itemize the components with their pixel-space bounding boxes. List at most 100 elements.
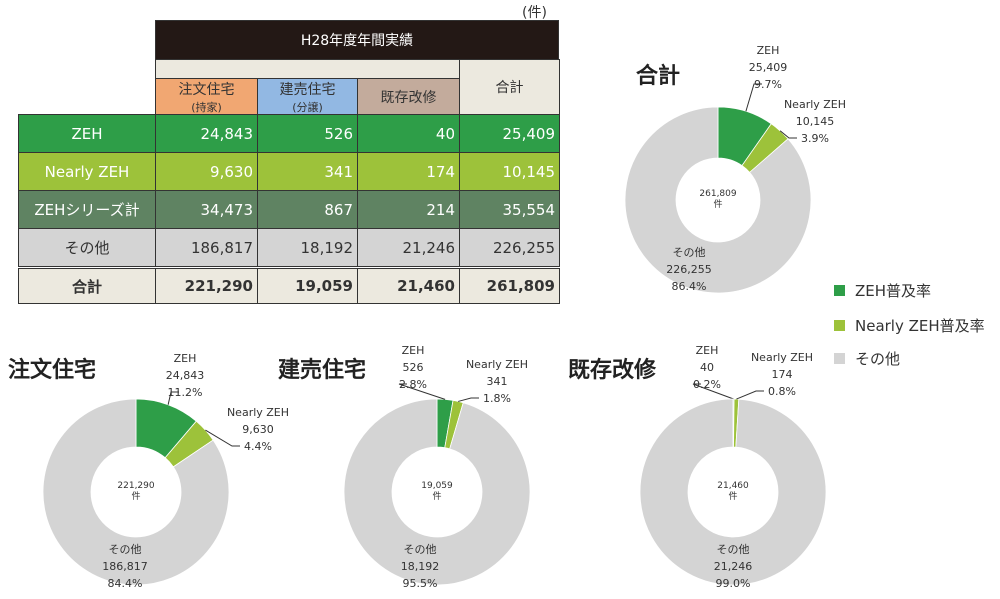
slice-category: Nearly ZEH <box>750 351 814 364</box>
slice-label: ZEH 40 0.2% <box>667 342 747 393</box>
table-cell: 34,473 <box>155 190 258 229</box>
table-cell: 341 <box>257 152 358 191</box>
column-header: 既存改修 <box>357 78 460 115</box>
slice-percent: 84.4% <box>107 577 143 590</box>
row-label: 合計 <box>18 268 156 304</box>
leader-line <box>745 83 762 112</box>
legend-swatch-zeh <box>834 285 845 296</box>
center-total: 221,290 <box>117 481 155 491</box>
leader-line <box>398 383 446 400</box>
slice-label: ZEH 25,409 9.7% <box>728 42 808 93</box>
table-cell: 174 <box>357 152 460 191</box>
slice-category: その他 <box>403 543 437 556</box>
slice-category: ZEH <box>401 344 425 357</box>
center-total: 19,059 <box>421 481 453 491</box>
table-cell: 226,255 <box>459 228 560 267</box>
slice-label: その他 21,246 99.0% <box>693 541 773 592</box>
slice-label: Nearly ZEH 174 0.8% <box>742 349 822 400</box>
slice-label: その他 186,817 84.4% <box>85 541 165 592</box>
table-cell: 214 <box>357 190 460 229</box>
slice-category: その他 <box>672 246 706 259</box>
chart-title: 注文住宅 <box>8 358 97 383</box>
center-unit: 件 <box>131 492 141 502</box>
table-cell: 21,246 <box>357 228 460 267</box>
slice-percent: 4.4% <box>244 440 272 453</box>
slice-value: 40 <box>700 361 714 374</box>
donut-center: 21,460 件 <box>693 481 773 503</box>
table-cell: 186,817 <box>155 228 258 267</box>
donut-slice-other <box>42 398 230 586</box>
leader-line <box>779 130 797 139</box>
legend-other: その他 <box>834 348 900 369</box>
donut-center: 19,059 件 <box>397 481 477 503</box>
slice-label: Nearly ZEH 9,630 4.4% <box>218 404 298 455</box>
slice-value: 174 <box>771 368 793 381</box>
table-cell: 18,192 <box>257 228 358 267</box>
slice-percent: 99.0% <box>715 577 751 590</box>
column-header: 合計 <box>459 59 560 115</box>
table-cell: 261,809 <box>459 268 560 304</box>
slice-label: Nearly ZEH 341 1.8% <box>457 356 537 407</box>
column-sublabel: (分譲) <box>292 100 323 114</box>
slice-category: その他 <box>108 543 142 556</box>
chart-title: 既存改修 <box>568 358 657 383</box>
slice-value: 24,843 <box>165 369 205 382</box>
table-cell: 526 <box>257 114 358 153</box>
slice-category: Nearly ZEH <box>783 98 847 111</box>
slice-percent: 95.5% <box>402 577 438 590</box>
unit-label: (件) <box>522 5 547 21</box>
center-total: 21,460 <box>717 481 749 491</box>
slice-percent: 3.9% <box>801 132 829 145</box>
center-total: 261,809 <box>699 189 737 199</box>
leader-line <box>736 390 764 400</box>
slice-percent: 0.8% <box>768 385 796 398</box>
slice-category: ZEH <box>695 344 719 357</box>
slice-percent: 1.8% <box>483 392 511 405</box>
slice-label: その他 226,255 86.4% <box>649 244 729 295</box>
leader-line <box>458 397 479 402</box>
chart-title-block: 注文住宅 <box>8 352 96 384</box>
donut-center: 221,290 件 <box>96 481 176 503</box>
slice-label: ZEH 24,843 11.2% <box>145 350 225 401</box>
center-unit: 件 <box>432 492 442 502</box>
slice-label: Nearly ZEH 10,145 3.9% <box>775 96 855 147</box>
legend-zeh: ZEH普及率 <box>834 280 931 301</box>
chart-title: 建売住宅 <box>278 358 367 383</box>
table-cell: 221,290 <box>155 268 258 304</box>
column-header: 注文住宅 (持家) <box>155 78 258 115</box>
leader-line <box>167 391 179 405</box>
table-cell: 21,460 <box>357 268 460 304</box>
slice-percent: 2.8% <box>399 378 427 391</box>
slice-value: 18,192 <box>400 560 440 573</box>
center-unit: 件 <box>728 492 738 502</box>
slice-percent: 86.4% <box>671 280 707 293</box>
leader-line <box>692 383 734 400</box>
slice-category: Nearly ZEH <box>465 358 529 371</box>
column-label: 合計 <box>495 80 524 96</box>
donut-slice-other <box>343 398 531 586</box>
legend-nearly-zeh: Nearly ZEH普及率 <box>834 315 985 336</box>
slice-value: 341 <box>486 375 508 388</box>
table-cell: 24,843 <box>155 114 258 153</box>
center-unit: 件 <box>713 200 723 210</box>
slice-label: その他 18,192 95.5% <box>380 541 460 592</box>
column-label: 建売住宅 <box>279 81 336 98</box>
chart-title-block: 建売住宅 <box>278 352 366 384</box>
slice-percent: 9.7% <box>754 78 782 91</box>
column-sublabel: (持家) <box>191 100 222 114</box>
table-cell: 35,554 <box>459 190 560 229</box>
slice-category: その他 <box>716 543 750 556</box>
slice-label: ZEH 526 2.8% <box>373 342 453 393</box>
legend-swatch-other <box>834 353 845 364</box>
chart-title-block: 合計 <box>636 58 680 90</box>
table-cell: 10,145 <box>459 152 560 191</box>
slice-value: 21,246 <box>713 560 753 573</box>
slice-percent: 0.2% <box>693 378 721 391</box>
slice-value: 526 <box>402 361 424 374</box>
chart-title: 合計 <box>636 64 681 89</box>
row-label: ZEH <box>18 114 156 153</box>
chart-title-block: 既存改修 <box>568 352 656 384</box>
slice-category: ZEH <box>173 352 197 365</box>
slice-value: 186,817 <box>102 560 148 573</box>
